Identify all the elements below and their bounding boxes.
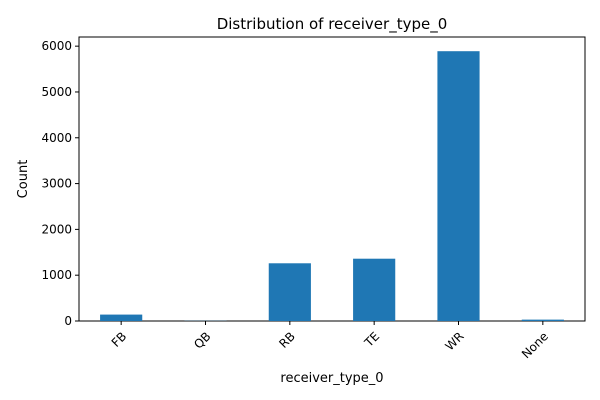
- plot-area: 0 1000 2000 3000 4000 5000 6000 FB QB RB TE WR None: [41, 36, 586, 361]
- bar-wr: [437, 51, 480, 321]
- x-axis-label: receiver_type_0: [280, 371, 383, 386]
- x-tick-label: TE: [361, 329, 382, 350]
- y-tick-label: 0: [64, 314, 72, 328]
- y-axis-ticks: 0 1000 2000 3000 4000 5000 6000: [41, 39, 79, 328]
- bar-rb: [268, 263, 311, 321]
- plot-frame: [78, 36, 586, 322]
- bars-group: [100, 51, 564, 321]
- y-tick-label: 6000: [41, 39, 72, 53]
- x-tick-label: FB: [109, 329, 130, 350]
- y-tick-label: 5000: [41, 85, 72, 99]
- x-axis-ticks: FB QB RB TE WR None: [109, 321, 551, 361]
- bar-none: [521, 319, 564, 321]
- y-tick-label: 2000: [41, 222, 72, 236]
- bar-fb: [100, 314, 143, 321]
- x-tick-label: None: [519, 329, 551, 361]
- y-tick-label: 4000: [41, 131, 72, 145]
- y-axis-label: Count: [16, 160, 31, 199]
- bar-te: [353, 258, 396, 321]
- x-tick-label: WR: [442, 329, 466, 353]
- x-tick-label: RB: [276, 329, 298, 351]
- y-tick-label: 3000: [41, 177, 72, 191]
- y-tick-label: 1000: [41, 268, 72, 282]
- x-tick-label: QB: [191, 329, 213, 351]
- chart-title: Distribution of receiver_type_0: [217, 15, 448, 34]
